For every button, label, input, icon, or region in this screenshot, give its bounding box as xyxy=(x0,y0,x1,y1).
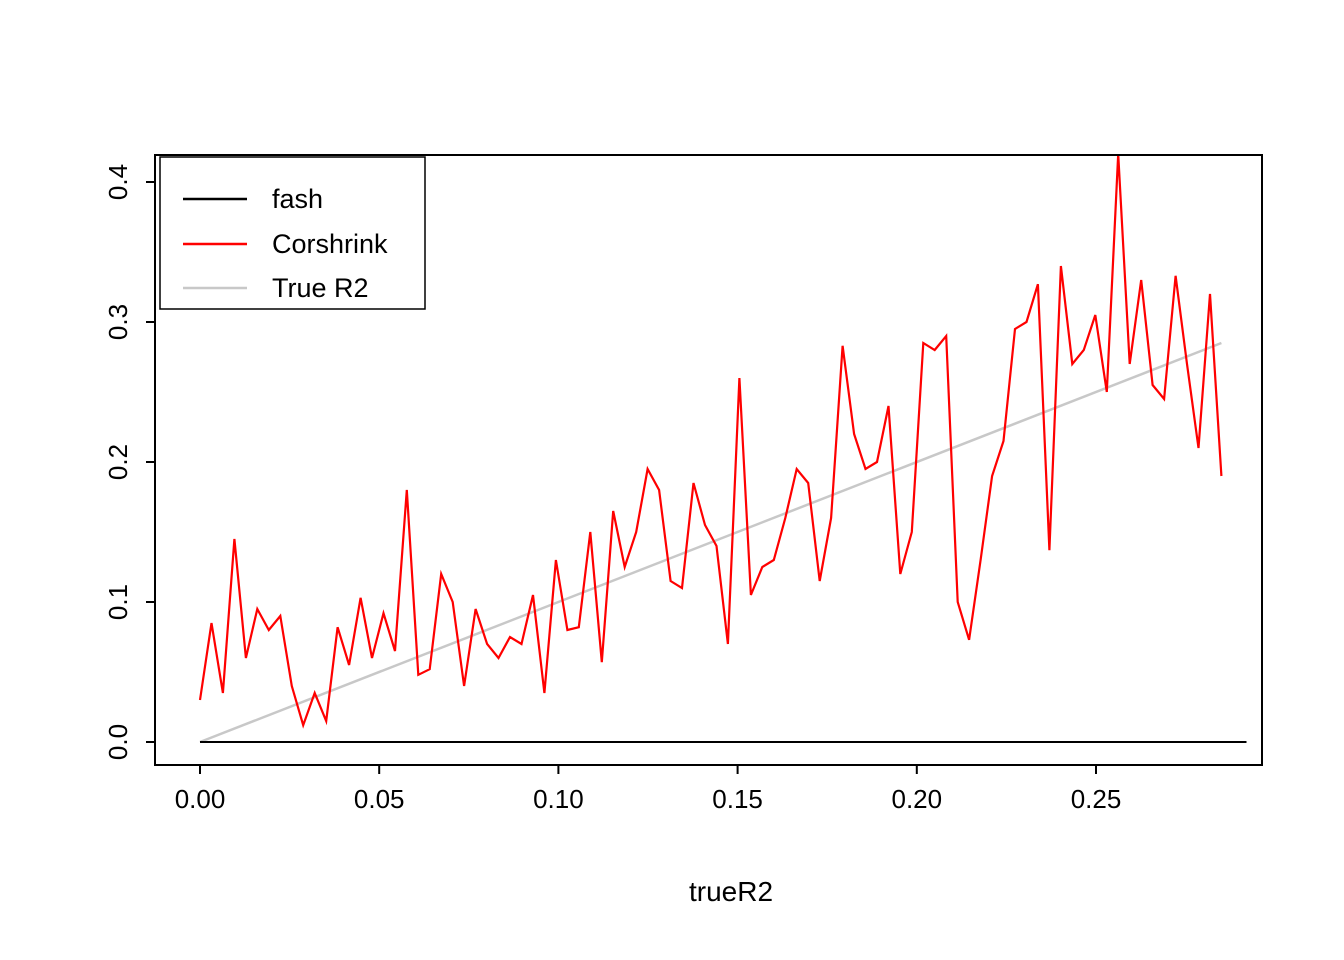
x-tick-label: 0.15 xyxy=(712,784,763,814)
legend-label: fash xyxy=(272,184,323,214)
legend-box xyxy=(159,156,426,310)
y-tick-label: 0.0 xyxy=(103,724,133,760)
x-tick-label: 0.00 xyxy=(175,784,226,814)
x-axis-title: trueR2 xyxy=(689,876,773,907)
y-tick-label: 0.1 xyxy=(103,584,133,620)
x-tick-label: 0.20 xyxy=(891,784,942,814)
series-line-corshrink xyxy=(198,153,1223,729)
plot-box xyxy=(154,154,1263,766)
legend-label: Corshrink xyxy=(272,229,388,259)
y-axis: 0.0 0.1 0.2 0.3 0.4 xyxy=(103,164,155,760)
legend: fash Corshrink True R2 xyxy=(159,156,426,310)
x-tick-label: 0.10 xyxy=(533,784,584,814)
x-tick-label: 0.05 xyxy=(354,784,405,814)
plot-border xyxy=(154,154,1263,766)
series-lines xyxy=(198,153,1247,744)
y-tick-label: 0.4 xyxy=(103,164,133,200)
x-axis: 0.00 0.05 0.10 0.15 0.20 0.25 xyxy=(175,765,1122,814)
x-tick-label: 0.25 xyxy=(1071,784,1122,814)
series-line-true-r2 xyxy=(199,341,1222,744)
y-tick-label: 0.2 xyxy=(103,444,133,480)
legend-label: True R2 xyxy=(272,273,369,303)
y-tick-label: 0.3 xyxy=(103,304,133,340)
